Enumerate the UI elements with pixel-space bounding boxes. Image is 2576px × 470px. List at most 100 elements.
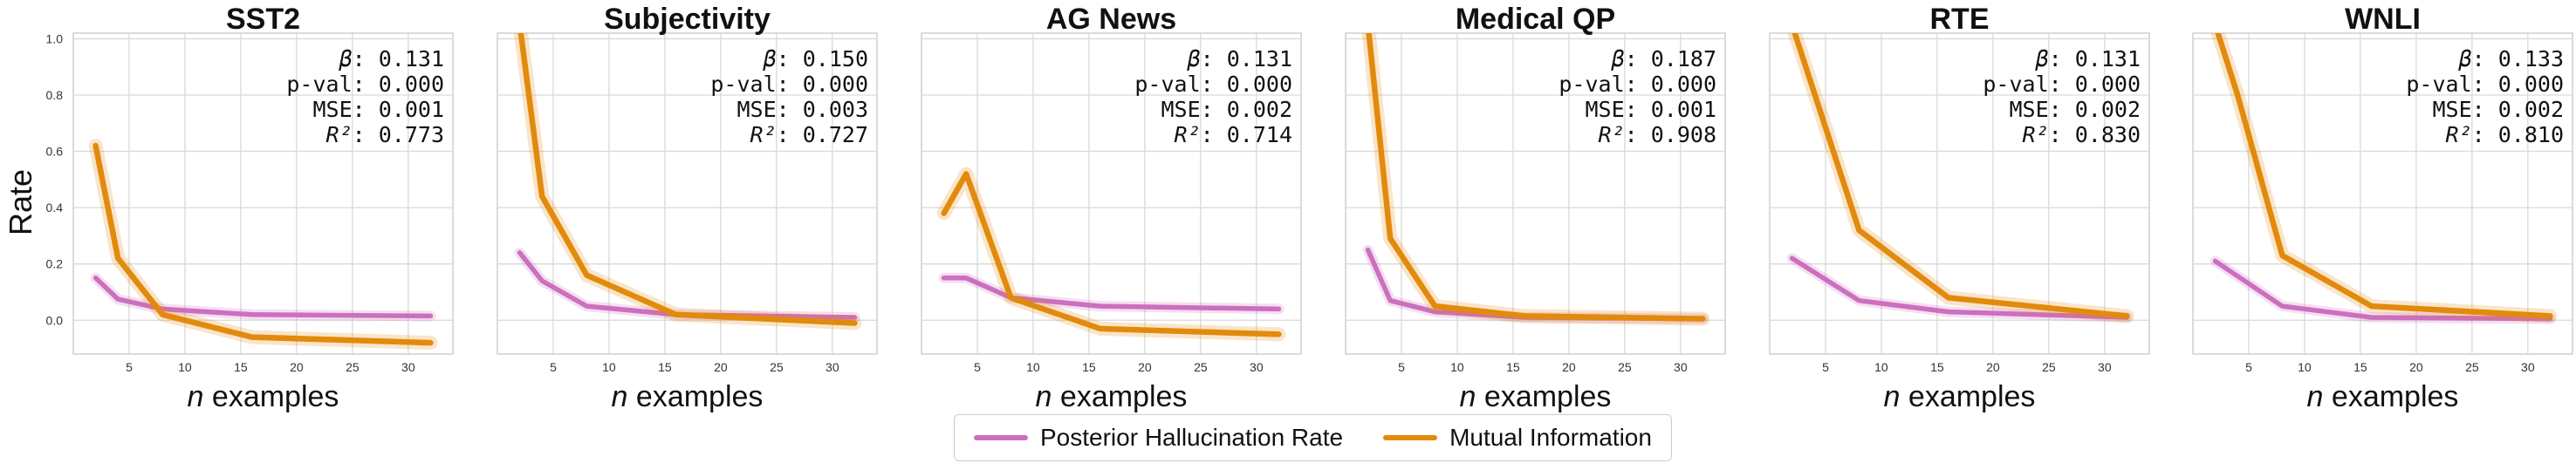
stat-r2: R²: 0.830 bbox=[2023, 122, 2141, 147]
panel-medical-qp-x-axis-label: n examples bbox=[1460, 380, 1612, 413]
x-tick-label: 30 bbox=[401, 360, 415, 374]
x-tick-label: 20 bbox=[290, 360, 304, 374]
x-tick-label: 20 bbox=[1562, 360, 1576, 374]
x-tick-label: 15 bbox=[1082, 360, 1096, 374]
panel-subjectivity-title: Subjectivity bbox=[604, 3, 771, 36]
stat-p-val: p-val: 0.000 bbox=[1559, 72, 1716, 97]
x-tick-label: 5 bbox=[2245, 360, 2252, 374]
y-tick-label: 0.0 bbox=[46, 313, 64, 327]
series-line-mi bbox=[1792, 33, 2130, 319]
x-tick-label: 15 bbox=[1506, 360, 1520, 374]
panel-medical-qp-title: Medical QP bbox=[1456, 3, 1615, 36]
panel-sst2-title: SST2 bbox=[226, 3, 300, 36]
x-tick-label: 25 bbox=[2465, 360, 2479, 374]
x-tick-label: 20 bbox=[714, 360, 728, 374]
legend-label-phr: Posterior Hallucination Rate bbox=[1040, 424, 1344, 451]
stat-p-val: p-val: 0.000 bbox=[286, 72, 444, 97]
legend: Posterior Hallucination Rate Mutual Info… bbox=[954, 414, 1672, 461]
x-tick-label: 20 bbox=[2409, 360, 2423, 374]
x-tick-label: 25 bbox=[1194, 360, 1208, 374]
panel-sst2-x-axis-label: n examples bbox=[188, 380, 339, 413]
panel-ag-news-title: AG News bbox=[1046, 3, 1176, 36]
stat-beta: β: 0.131 bbox=[2035, 46, 2141, 72]
stat-p-val: p-val: 0.000 bbox=[1983, 72, 2141, 97]
x-tick-label: 15 bbox=[2353, 360, 2367, 374]
panel-rte-x-axis-label: n examples bbox=[1884, 380, 2036, 413]
x-tick-label: 30 bbox=[1250, 360, 1264, 374]
panel-wnli-title: WNLI bbox=[2345, 3, 2421, 36]
panel-rte-title: RTE bbox=[1930, 3, 1990, 36]
y-tick-label: 0.4 bbox=[46, 201, 64, 215]
x-tick-label: 5 bbox=[1822, 360, 1829, 374]
panel-wnli-frame bbox=[2192, 32, 2573, 355]
stat-r2: R²: 0.727 bbox=[750, 122, 868, 147]
x-tick-label: 25 bbox=[770, 360, 784, 374]
panel-medical-qp: 5 10 15 20 25 30 Medical QP n examples β: 0.187p… bbox=[1345, 3, 1726, 413]
x-tick-label: 5 bbox=[974, 360, 981, 374]
panel-wnli-x-axis-label: n examples bbox=[2307, 380, 2459, 413]
stat-beta: β: 0.131 bbox=[339, 46, 444, 72]
stat-mse: MSE: 0.002 bbox=[1161, 97, 1292, 122]
stat-beta: β: 0.187 bbox=[1611, 46, 1716, 72]
series-line-phr bbox=[1789, 255, 2130, 320]
x-tick-label: 20 bbox=[1138, 360, 1152, 374]
panel-wnli: 5 10 15 20 25 30 WNLI n examples β: 0.133p-val: … bbox=[2192, 3, 2573, 413]
panel-subjectivity-x-axis-label: n examples bbox=[612, 380, 764, 413]
x-tick-label: 20 bbox=[1986, 360, 2000, 374]
y-axis-label: Rate bbox=[3, 169, 38, 235]
stat-mse: MSE: 0.001 bbox=[1585, 97, 1716, 122]
x-tick-label: 30 bbox=[1674, 360, 1688, 374]
x-tick-label: 30 bbox=[2521, 360, 2535, 374]
legend-swatch-mi bbox=[1383, 435, 1438, 440]
stat-mse: MSE: 0.003 bbox=[736, 97, 868, 122]
x-tick-label: 30 bbox=[2098, 360, 2112, 374]
x-tick-label: 15 bbox=[234, 360, 248, 374]
x-tick-label: 25 bbox=[2042, 360, 2056, 374]
panel-ag-news-x-axis-label: n examples bbox=[1036, 380, 1188, 413]
x-tick-label: 30 bbox=[826, 360, 839, 374]
y-tick-label: 0.8 bbox=[46, 88, 64, 102]
legend-label-mi: Mutual Information bbox=[1449, 424, 1652, 451]
y-tick-label: 1.0 bbox=[46, 31, 64, 45]
x-tick-label: 10 bbox=[1874, 360, 1888, 374]
x-tick-label: 15 bbox=[658, 360, 672, 374]
x-tick-label: 5 bbox=[550, 360, 557, 374]
stat-mse: MSE: 0.001 bbox=[312, 97, 444, 122]
panel-sst2: 5 10 15 20 25 30 0.0 0.2 0.4 0.6 0.8 1.0 SST2 n examp… bbox=[46, 3, 454, 413]
panel-ag-news-frame bbox=[921, 32, 1302, 355]
stat-r2: R²: 0.810 bbox=[2446, 122, 2564, 147]
stat-mse: MSE: 0.002 bbox=[2009, 97, 2141, 122]
x-tick-label: 25 bbox=[1618, 360, 1632, 374]
x-tick-label: 5 bbox=[1398, 360, 1405, 374]
legend-swatch-phr bbox=[974, 435, 1028, 440]
x-tick-label: 10 bbox=[178, 360, 192, 374]
x-tick-label: 10 bbox=[602, 360, 616, 374]
x-tick-label: 10 bbox=[2298, 360, 2312, 374]
x-tick-label: 10 bbox=[1450, 360, 1464, 374]
panel-subjectivity-frame bbox=[497, 32, 878, 355]
panel-medical-qp-frame bbox=[1345, 32, 1726, 355]
stat-beta: β: 0.131 bbox=[1187, 46, 1292, 72]
panel-subjectivity: 5 10 15 20 25 30 Subjectivity n examples β: 0.15… bbox=[497, 3, 878, 413]
legend-item-phr: Posterior Hallucination Rate bbox=[974, 424, 1343, 452]
stat-r2: R²: 0.908 bbox=[1599, 122, 1716, 147]
stat-r2: R²: 0.714 bbox=[1175, 122, 1292, 147]
stat-beta: β: 0.133 bbox=[2458, 46, 2564, 72]
stat-p-val: p-val: 0.000 bbox=[710, 72, 868, 97]
x-tick-label: 25 bbox=[346, 360, 360, 374]
series-line-phr bbox=[2212, 258, 2553, 322]
y-tick-label: 0.6 bbox=[46, 145, 64, 159]
stat-r2: R²: 0.773 bbox=[326, 122, 444, 147]
x-tick-label: 10 bbox=[1026, 360, 1040, 374]
panel-sst2-frame bbox=[72, 32, 454, 355]
x-tick-label: 15 bbox=[1930, 360, 1944, 374]
stat-p-val: p-val: 0.000 bbox=[1134, 72, 1292, 97]
y-tick-label: 0.2 bbox=[46, 257, 64, 271]
panel-ag-news: 5 10 15 20 25 30 AG News n examples β: 0.131p-va… bbox=[921, 3, 1302, 413]
